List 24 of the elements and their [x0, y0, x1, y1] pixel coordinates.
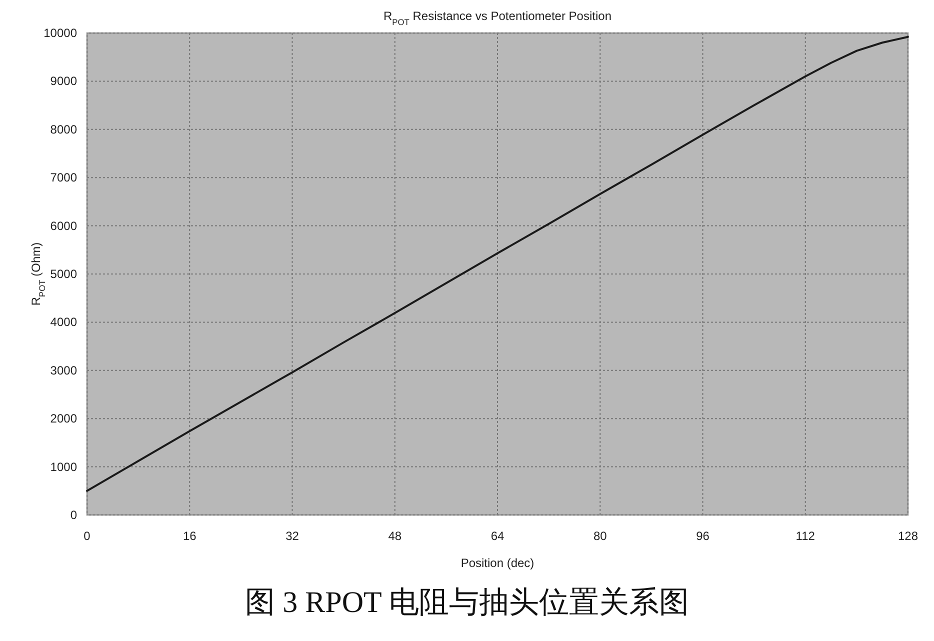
chart-title: R$_{POT}$ Resistance vs Potentiometer Position	[384, 9, 612, 27]
y-tick-label: 5000	[50, 267, 78, 281]
y-tick-label: 10000	[44, 26, 78, 40]
x-tick-label: 0	[84, 529, 91, 543]
x-tick-label: 48	[388, 529, 402, 543]
x-tick-label: 80	[593, 529, 608, 543]
x-tick-label: 64	[490, 529, 504, 543]
y-tick-label: 0	[70, 508, 78, 522]
y-tick-label: 1000	[50, 460, 78, 474]
y-tick-label: 6000	[50, 218, 78, 233]
x-tick-label: 112	[796, 529, 816, 543]
caption: 图 3 RPOT 电阻与抽头位置关系图	[245, 586, 689, 619]
x-tick-label: 96	[696, 529, 710, 543]
line-series	[86, 36, 909, 492]
y-tick-label: 3000	[50, 363, 78, 378]
y-tick-label: 9000	[50, 74, 78, 88]
y-tick-label: 2000	[50, 412, 78, 426]
y-tick-label: 7000	[50, 170, 78, 185]
y-tick-label: 4000	[50, 315, 78, 330]
x-axis-title: Position (dec)	[460, 556, 534, 570]
x-tick-label: 32	[286, 529, 300, 543]
x-tick-label: 128	[898, 529, 918, 543]
y-tick-label: 8000	[50, 122, 78, 136]
x-tick-label: 16	[182, 529, 197, 543]
